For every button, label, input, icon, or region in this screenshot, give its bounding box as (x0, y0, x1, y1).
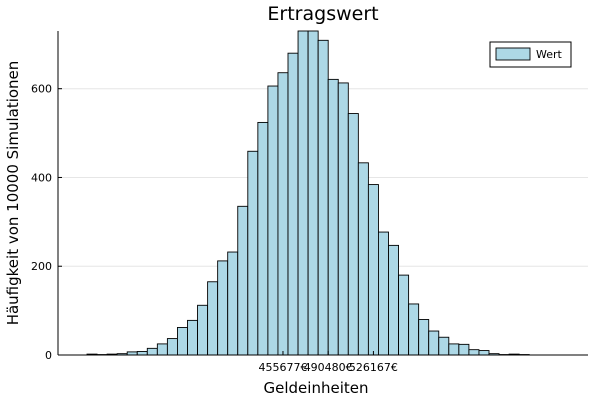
y-tick-label: 200 (31, 260, 52, 273)
histogram-bar (327, 78, 339, 356)
y-tick-label: 600 (31, 83, 52, 96)
x-tick-label: 526167€ (349, 361, 398, 374)
y-tick-label: 0 (45, 349, 52, 362)
histogram-bar (217, 260, 229, 356)
histogram-bars (86, 30, 530, 356)
histogram-bar (337, 82, 349, 356)
y-tick-labels: 0 200 400 600 (31, 83, 62, 362)
histogram-bar (408, 303, 420, 356)
histogram-bar (478, 350, 490, 356)
histogram-bar (207, 281, 219, 356)
chart-title: Ertragswert (267, 3, 378, 25)
histogram-bar (287, 52, 299, 356)
histogram-bar (357, 162, 369, 356)
histogram-bar (458, 343, 470, 356)
histogram-bar (297, 30, 309, 356)
x-tick-label: 490480€ (304, 361, 353, 374)
histogram-bar (388, 244, 400, 356)
histogram-bar (267, 85, 279, 356)
histogram-bar (237, 205, 249, 356)
histogram-bar (347, 113, 359, 356)
histogram-bar (448, 343, 460, 356)
histogram-bar (176, 327, 188, 356)
histogram-bar (418, 319, 430, 356)
histogram-bar (277, 72, 289, 356)
histogram-bar (428, 330, 440, 356)
x-tick-labels: 455677€490480€526167€ (258, 351, 398, 374)
histogram-bar (247, 150, 259, 356)
histogram-bar (468, 349, 480, 356)
histogram-bar (227, 251, 239, 356)
histogram-bar (367, 184, 379, 356)
histogram-bar (307, 30, 319, 356)
x-axis-label: Geldeinheiten (264, 379, 369, 397)
legend: Wert (489, 41, 572, 68)
histogram-bar (317, 39, 329, 356)
histogram-bar (378, 231, 389, 356)
histogram-bar (187, 319, 199, 356)
histogram-bar (146, 347, 158, 356)
legend-swatch (495, 47, 531, 61)
histogram-bar (136, 350, 148, 356)
histogram-bar (156, 343, 168, 356)
axes (57, 31, 588, 356)
histogram-bar (438, 336, 450, 356)
histogram-bar (398, 274, 410, 356)
y-axis-label: Häufigkeit von 10000 Simulationen (4, 61, 22, 326)
legend-label: Wert (536, 48, 563, 61)
y-tick-label: 400 (31, 171, 52, 184)
x-tick-label: 455677€ (258, 361, 307, 374)
histogram-bar (257, 121, 269, 356)
histogram-bar (166, 338, 178, 356)
histogram-bar (197, 304, 209, 356)
